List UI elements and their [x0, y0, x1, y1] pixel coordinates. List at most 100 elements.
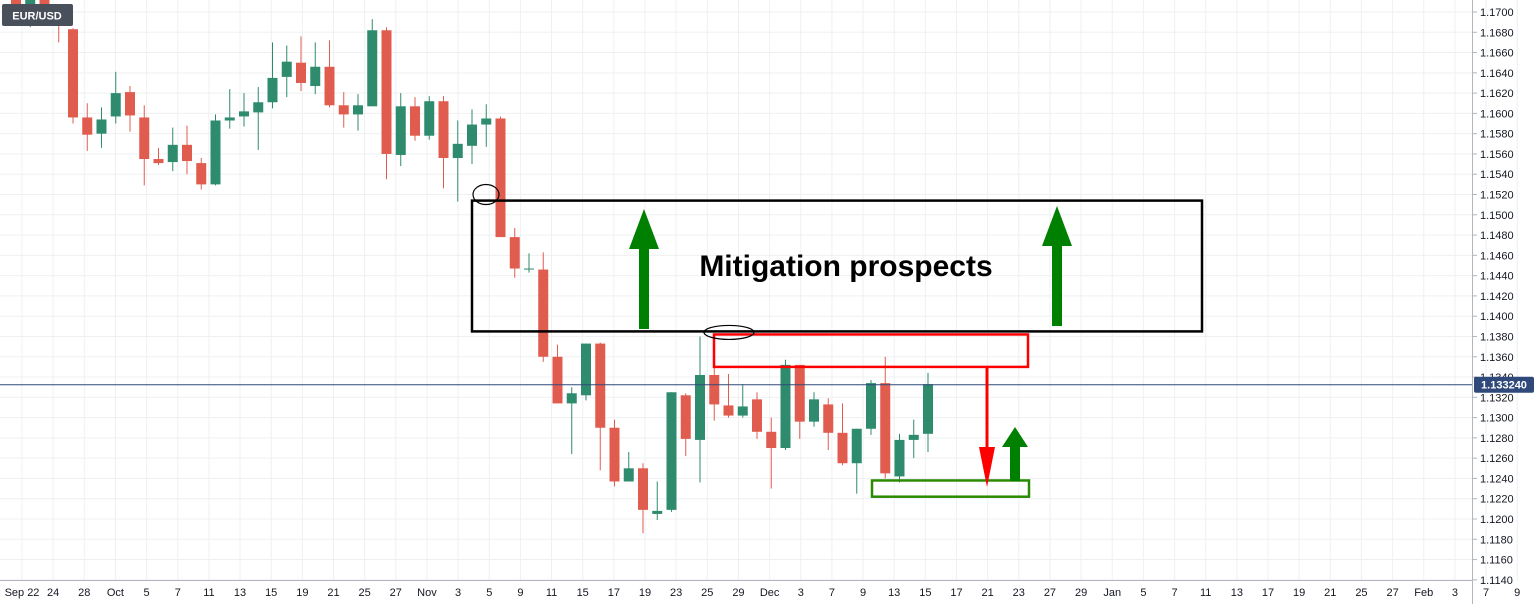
- up-arrow-shape: [1002, 427, 1028, 481]
- candle-body: [524, 268, 534, 270]
- candle-up: [452, 120, 463, 202]
- x-tick-label: 25: [701, 587, 713, 599]
- mitigation-zone-box: [470, 199, 1204, 333]
- x-tick-label: 11: [546, 587, 557, 599]
- candle-down: [196, 158, 207, 190]
- y-tick-label: 1.1400: [1480, 311, 1514, 323]
- x-tick-label: 29: [1075, 587, 1087, 599]
- candle-down: [880, 356, 891, 479]
- candle-up: [566, 387, 577, 455]
- candle-down: [794, 364, 805, 439]
- x-tick-label: 15: [265, 587, 277, 599]
- y-tick-label: 1.1300: [1480, 413, 1514, 425]
- x-tick-label: 17: [1262, 587, 1274, 599]
- candle-body: [424, 101, 435, 136]
- candle-up: [481, 104, 492, 147]
- y-axis[interactable]: 1.1700 1.1680 1.1660 1.1640 1.1620 1.1600 1.15…: [1473, 7, 1514, 587]
- candle-up: [737, 384, 748, 418]
- candle-body: [851, 428, 862, 464]
- candle-up: [424, 96, 435, 140]
- x-tick-label: 19: [296, 587, 308, 599]
- candle-body: [381, 30, 392, 154]
- down-arrow: [979, 367, 995, 487]
- x-tick-label: 19: [1293, 587, 1305, 599]
- x-tick-label: 17: [608, 587, 620, 599]
- candle-up: [210, 114, 221, 186]
- candle-up: [239, 93, 249, 127]
- candle-up: [666, 392, 677, 512]
- x-tick-label: 23: [1013, 587, 1025, 599]
- candle-up: [809, 392, 819, 427]
- candle-up: [851, 428, 862, 494]
- y-tick-label: 1.1160: [1480, 555, 1513, 567]
- candle-body: [210, 120, 221, 185]
- x-tick-label: 21: [982, 587, 994, 599]
- x-axis[interactable]: Sep 22 24 28 Oct 5 7 11 13 15 19 21 25 27 Nov 3 5 9 11 15 1…: [5, 587, 1521, 599]
- price-badge-text: 1.133240: [1481, 380, 1527, 392]
- candle-body: [96, 119, 107, 134]
- x-tick-label: Jan: [1103, 587, 1121, 599]
- x-tick-label: 3: [455, 587, 461, 599]
- candle-body: [110, 93, 121, 117]
- candle-down: [153, 147, 164, 166]
- candle-down: [410, 97, 420, 141]
- x-tick-label: 25: [359, 587, 371, 599]
- x-tick-label: 21: [1324, 587, 1336, 599]
- symbol-badge[interactable]: EUR/USD: [2, 4, 73, 26]
- candle-body: [638, 468, 648, 510]
- candle-down: [509, 227, 520, 278]
- candle-body: [495, 118, 506, 238]
- candle-body: [367, 30, 378, 107]
- candle-up: [923, 372, 933, 453]
- candle-down: [495, 116, 506, 238]
- candle-body: [794, 364, 805, 422]
- x-tick-label: 28: [78, 587, 90, 599]
- candle-body: [509, 237, 520, 269]
- candle-body: [324, 66, 335, 106]
- candle-body: [752, 399, 762, 432]
- candle-down: [296, 36, 306, 92]
- x-tick-label: 7: [829, 587, 835, 599]
- plot-background: [0, 0, 1472, 580]
- candle-down: [182, 125, 192, 175]
- x-tick-label: 15: [577, 587, 589, 599]
- down-arrow-shape: [979, 367, 995, 487]
- candle-up: [367, 19, 378, 107]
- x-tick-label: Nov: [417, 587, 437, 599]
- candle-body: [438, 101, 449, 159]
- candle-body: [253, 102, 264, 113]
- candle-body: [224, 117, 235, 121]
- candle-body: [167, 144, 178, 163]
- wick-highlight-ellipse: [472, 183, 500, 206]
- x-tick-label: Feb: [1414, 587, 1433, 599]
- candle-body: [267, 77, 278, 103]
- x-tick-label: 23: [670, 587, 682, 599]
- candle-down: [609, 419, 620, 487]
- candle-body: [310, 66, 321, 87]
- up-arrow: [1042, 206, 1072, 326]
- candle-down: [680, 393, 691, 457]
- candle-body: [281, 61, 292, 77]
- candle-body: [880, 383, 891, 474]
- candle-down: [125, 86, 135, 132]
- x-tick-label: 13: [1231, 587, 1243, 599]
- candle-series: [11, 0, 933, 534]
- candle-body: [467, 124, 477, 146]
- y-tick-label: 1.1500: [1480, 210, 1514, 222]
- x-tick-label: 21: [327, 587, 339, 599]
- candle-down: [837, 403, 848, 466]
- x-tick-label: 29: [732, 587, 744, 599]
- candle-up: [267, 42, 278, 109]
- candle-down: [638, 463, 648, 534]
- up-arrow-shape: [629, 209, 659, 329]
- candle-body: [239, 111, 249, 117]
- y-tick-label: 1.1580: [1480, 129, 1514, 141]
- annotations: Mitigation prospects: [470, 183, 1204, 498]
- x-tick-label: 24: [47, 587, 59, 599]
- candle-up: [310, 42, 321, 95]
- x-tick-label: 5: [144, 587, 150, 599]
- x-tick-label: 9: [1514, 587, 1520, 599]
- y-tick-label: 1.1600: [1480, 108, 1514, 120]
- candle-body: [666, 392, 677, 510]
